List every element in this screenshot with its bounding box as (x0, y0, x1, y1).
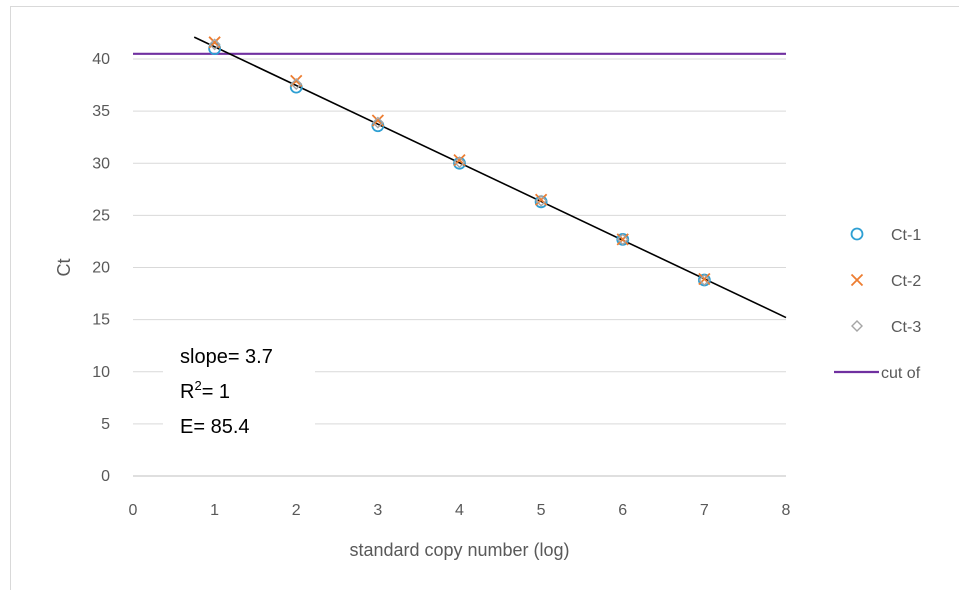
y-tick-label: 35 (92, 103, 110, 120)
x-tick-label: 7 (700, 502, 709, 519)
data-markers (209, 37, 710, 286)
legend-label-ct-2: Ct-2 (891, 273, 921, 290)
y-tick-label: 20 (92, 260, 110, 277)
x-tick-label: 5 (537, 502, 546, 519)
x-tick-label: 8 (782, 502, 791, 519)
annotation-r-prefix: R (180, 381, 194, 403)
y-tick-label: 40 (92, 51, 110, 68)
y-tick-label: 10 (92, 364, 110, 381)
equation-annotation: slope= 3.7 R2= 1 E= 85.4 (163, 334, 315, 446)
x-tick-label: 4 (455, 502, 464, 519)
legend-marker-ct-1 (852, 229, 863, 240)
x-tick-label: 1 (210, 502, 219, 519)
x-tick-label: 0 (129, 502, 138, 519)
y-tick-label: 5 (101, 416, 110, 433)
legend-marker-ct-3 (852, 321, 862, 331)
lines (133, 37, 786, 317)
point-ct-2 (617, 234, 628, 245)
y-tick-label: 25 (92, 207, 110, 224)
annotation-r-superscript: 2 (194, 378, 201, 393)
y-tick-label: 30 (92, 155, 110, 172)
x-axis-title: standard copy number (log) (349, 540, 569, 560)
legend-label-cutoff: cut of (881, 365, 921, 382)
annotation-efficiency: E= 85.4 (180, 416, 250, 438)
legend: Ct-1 Ct-2 Ct-3 cut of (834, 227, 921, 382)
trendline (194, 37, 786, 317)
legend-label-ct-3: Ct-3 (891, 319, 921, 336)
x-tick-label: 3 (373, 502, 382, 519)
annotation-slope: slope= 3.7 (180, 346, 273, 368)
y-axis-title: Ct (54, 259, 74, 277)
y-tick-label: 0 (101, 468, 110, 485)
annotation-r-squared: R2= 1 (180, 378, 230, 403)
legend-label-ct-1: Ct-1 (891, 227, 921, 244)
axes: 0 5 10 15 20 25 30 35 40 0 1 2 3 4 5 6 7 8 (92, 51, 790, 519)
x-tick-label: 2 (292, 502, 301, 519)
annotation-r-suffix: = 1 (202, 381, 230, 403)
y-tick-label: 15 (92, 312, 110, 329)
x-tick-label: 6 (618, 502, 627, 519)
legend-marker-ct-2 (852, 275, 863, 286)
